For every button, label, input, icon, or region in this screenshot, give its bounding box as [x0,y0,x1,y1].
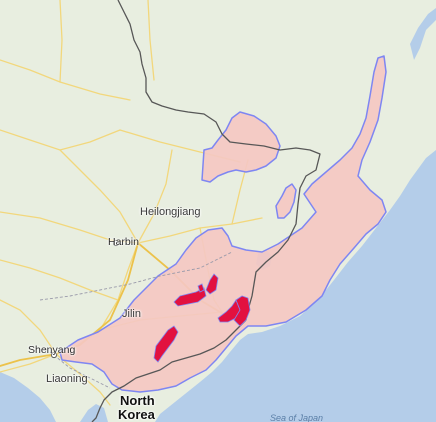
species-range [59,55,387,393]
sea-of-japan-water [155,150,436,422]
city-marker-icon [112,239,120,247]
label-liaoning: Liaoning [46,373,88,385]
label-heilongjiang: Heilongjiang [140,206,201,218]
core-area-6 [153,325,179,363]
international-borders [91,0,321,422]
core-area-3 [197,283,205,293]
core-area-1 [173,287,207,307]
core-areas [153,273,251,363]
range-area-north [201,111,281,183]
korea-bay-water [80,404,108,422]
label-north-korea-line2: Korea [118,407,155,422]
bohai-sea-water [0,372,56,422]
okhotsk-sea-water [410,8,436,60]
city-marker-icon [50,351,58,359]
label-harbin: Harbin [108,236,139,248]
label-sea-of-japan: Sea of Japan [270,413,324,422]
core-area-5 [233,295,251,327]
range-area-main [59,55,387,393]
label-north-korea-line1: North [120,393,155,408]
province-borders [39,251,233,389]
range-area-upper-east [275,183,297,219]
label-jilin: Jilin [122,308,141,320]
core-area-2 [205,273,219,295]
label-shenyang: Shenyang [28,344,76,356]
